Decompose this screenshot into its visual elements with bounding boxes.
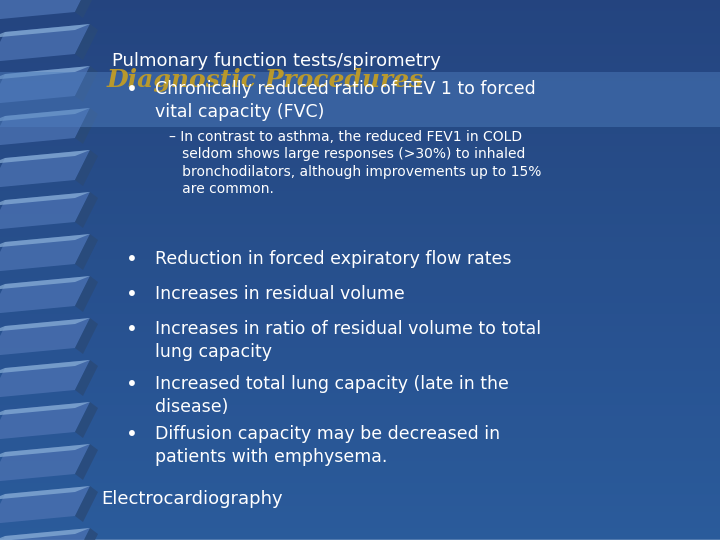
Polygon shape xyxy=(0,0,90,20)
Polygon shape xyxy=(0,318,90,356)
Text: Increases in residual volume: Increases in residual volume xyxy=(155,285,405,303)
Polygon shape xyxy=(75,318,98,354)
Text: •: • xyxy=(126,285,138,304)
Text: Pulmonary function tests/spirometry: Pulmonary function tests/spirometry xyxy=(112,52,441,70)
Text: •: • xyxy=(126,250,138,269)
Polygon shape xyxy=(0,318,90,332)
Polygon shape xyxy=(0,360,90,374)
Polygon shape xyxy=(75,444,98,480)
Polygon shape xyxy=(75,234,98,270)
Bar xyxy=(0,72,720,127)
Polygon shape xyxy=(75,108,98,144)
Polygon shape xyxy=(0,108,90,146)
Polygon shape xyxy=(0,444,90,458)
Polygon shape xyxy=(75,486,98,522)
Text: •: • xyxy=(126,80,138,99)
Text: •: • xyxy=(126,425,138,444)
Text: Chronically reduced ratio of FEV 1 to forced
vital capacity (FVC): Chronically reduced ratio of FEV 1 to fo… xyxy=(155,80,536,121)
Text: Diffusion capacity may be decreased in
patients with emphysema.: Diffusion capacity may be decreased in p… xyxy=(155,425,500,466)
Polygon shape xyxy=(0,444,90,482)
Polygon shape xyxy=(0,192,90,230)
Polygon shape xyxy=(75,192,98,228)
Text: Increased total lung capacity (late in the
disease): Increased total lung capacity (late in t… xyxy=(155,375,508,416)
Polygon shape xyxy=(75,0,98,18)
Polygon shape xyxy=(0,66,90,104)
Polygon shape xyxy=(0,486,90,500)
Polygon shape xyxy=(0,150,90,188)
Polygon shape xyxy=(0,486,90,524)
Polygon shape xyxy=(0,24,90,62)
Polygon shape xyxy=(0,24,90,38)
Text: Diagnostic Procedures: Diagnostic Procedures xyxy=(107,68,424,92)
Text: Reduction in forced expiratory flow rates: Reduction in forced expiratory flow rate… xyxy=(155,250,511,268)
Polygon shape xyxy=(75,360,98,396)
Polygon shape xyxy=(0,276,90,290)
Polygon shape xyxy=(0,234,90,272)
Polygon shape xyxy=(0,150,90,164)
Text: – In contrast to asthma, the reduced FEV1 in COLD
   seldom shows large response: – In contrast to asthma, the reduced FEV… xyxy=(169,130,541,196)
Polygon shape xyxy=(75,150,98,186)
Polygon shape xyxy=(75,276,98,312)
Polygon shape xyxy=(0,528,90,540)
Polygon shape xyxy=(75,528,98,540)
Polygon shape xyxy=(0,192,90,206)
Text: •: • xyxy=(126,320,138,339)
Polygon shape xyxy=(0,402,90,416)
Text: Increases in ratio of residual volume to total
lung capacity: Increases in ratio of residual volume to… xyxy=(155,320,541,361)
Polygon shape xyxy=(0,66,90,80)
Polygon shape xyxy=(0,402,90,440)
Polygon shape xyxy=(75,402,98,438)
Polygon shape xyxy=(75,24,98,60)
Polygon shape xyxy=(0,276,90,314)
Text: Electrocardiography: Electrocardiography xyxy=(102,490,283,508)
Polygon shape xyxy=(0,528,90,540)
Polygon shape xyxy=(0,234,90,248)
Polygon shape xyxy=(0,360,90,398)
Polygon shape xyxy=(0,108,90,122)
Text: •: • xyxy=(126,375,138,394)
Polygon shape xyxy=(75,66,98,102)
